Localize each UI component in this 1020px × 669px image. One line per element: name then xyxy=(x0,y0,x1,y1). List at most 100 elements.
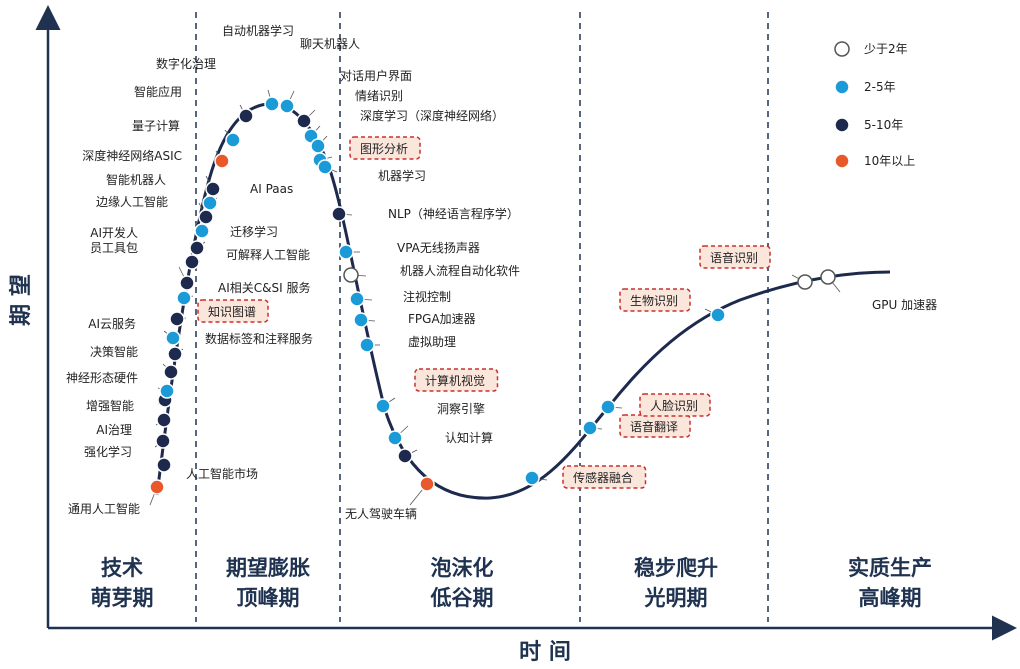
technology-label: 人工智能市场 xyxy=(186,466,258,481)
phase-label: 技术 萌芽期 xyxy=(91,556,154,610)
technology-label: 生物识别 xyxy=(630,294,678,308)
technology-marker xyxy=(194,223,210,239)
technology-item: 注视控制 xyxy=(349,289,451,307)
technology-item: FPGA加速器 xyxy=(353,312,476,328)
technology-marker xyxy=(198,209,214,225)
technology-marker xyxy=(397,448,413,464)
technology-label: AI云服务 xyxy=(88,316,136,331)
technology-label: 强化学习 xyxy=(84,444,132,459)
phase-label-line: 实质生产 xyxy=(848,556,932,580)
technology-item: 人脸识别 xyxy=(600,393,711,417)
technology-markers: 通用人工智能 人工智能市场 强化学习 AI治理 增强智能 神经形态硬件 决策智能 数据标签和注… xyxy=(66,23,937,521)
technology-item: 无人驾驶车辆 xyxy=(345,476,435,521)
technology-marker xyxy=(331,206,347,222)
technology-label: 虚拟助理 xyxy=(408,335,456,349)
technology-item: 神经形态硬件 xyxy=(66,371,175,399)
technology-marker xyxy=(524,470,540,486)
phase-label: 实质生产 高峰期 xyxy=(848,556,932,610)
technology-label: 智能机器人 xyxy=(106,172,166,187)
technology-item: 深度神经网络ASIC xyxy=(82,148,221,197)
legend-marker-gt10 xyxy=(834,153,850,169)
technology-marker xyxy=(156,457,172,473)
technology-label: 情绪识别 xyxy=(355,89,403,103)
technology-marker xyxy=(375,398,391,414)
technology-label: 决策智能 xyxy=(90,344,138,359)
technology-item: 知识图谱 xyxy=(169,299,269,327)
technology-marker xyxy=(179,275,195,291)
phase-label-line: 期望膨胀 xyxy=(226,556,310,580)
technology-label: 语音识别 xyxy=(710,250,758,265)
phase-label: 期望膨胀 顶峰期 xyxy=(226,556,310,610)
technology-label: AI Paas xyxy=(250,182,293,196)
legend-item: 2-5年 xyxy=(834,79,896,95)
technology-label: 机器学习 xyxy=(378,168,426,183)
technology-marker xyxy=(343,267,359,283)
technology-marker xyxy=(296,113,312,129)
highlight-box xyxy=(562,465,647,489)
technology-label: 无人驾驶车辆 xyxy=(345,506,417,521)
technology-item: 语音翻译 xyxy=(582,414,691,438)
technology-label: 可解释人工智能 xyxy=(226,247,310,262)
technology-item: 虚拟助理 xyxy=(359,335,456,353)
technology-item: 洞察引擎 xyxy=(387,401,485,446)
highlight-box xyxy=(414,368,499,392)
technology-item: AI云服务 xyxy=(88,316,181,346)
technology-marker xyxy=(155,433,171,449)
technology-label: VPA无线扬声器 xyxy=(397,240,480,255)
technology-item: NLP（神经语言程序学） xyxy=(331,206,519,222)
legend-label: 少于2年 xyxy=(864,42,908,56)
technology-label: AI相关C&SI 服务 xyxy=(218,280,310,295)
phase-label-line: 低谷期 xyxy=(430,586,494,610)
technology-marker xyxy=(176,290,192,306)
technology-item: 数据标签和注释服务 xyxy=(167,331,313,362)
technology-label: 图形分析 xyxy=(360,142,408,156)
technology-marker xyxy=(317,159,333,175)
technology-label: 语音翻译 xyxy=(630,419,678,434)
technology-marker xyxy=(149,479,165,495)
legend-label: 2-5年 xyxy=(864,80,896,94)
phase-label-line: 泡沫化 xyxy=(431,556,494,580)
highlight-box xyxy=(197,299,269,323)
technology-label: 增强智能 xyxy=(86,398,134,413)
phase-label: 稳步爬升 光明期 xyxy=(634,556,718,610)
legend-item: 5-10年 xyxy=(834,117,903,133)
technology-item: 机器人流程自动化软件 xyxy=(343,263,520,283)
technology-item: 智能应用 xyxy=(134,84,241,148)
legend-item: 10年以上 xyxy=(834,153,915,169)
phase-label-line: 高峰期 xyxy=(859,586,922,610)
technology-marker xyxy=(202,195,218,211)
technology-label: 知识图谱 xyxy=(208,305,256,319)
highlight-box xyxy=(639,393,711,417)
technology-item: 决策智能 xyxy=(90,344,179,380)
phase-label-line: 顶峰期 xyxy=(237,586,300,610)
technology-marker xyxy=(264,96,280,112)
phase-label-line: 技术 xyxy=(101,556,143,580)
technology-label: 神经形态硬件 xyxy=(66,371,138,385)
technology-label: 迁移学习 xyxy=(230,224,278,239)
technology-marker xyxy=(353,312,369,328)
technology-marker xyxy=(189,240,205,256)
phase-label-line: 稳步爬升 xyxy=(634,556,718,580)
technology-item: AI相关C&SI 服务 xyxy=(176,280,310,306)
y-axis-label: 期 望 xyxy=(9,274,34,326)
technology-label: 数字化治理 xyxy=(156,56,216,71)
legend-label: 10年以上 xyxy=(864,154,915,168)
technology-item: 迁移学习 xyxy=(189,224,278,256)
technology-item: GPU 加速器 xyxy=(820,269,937,312)
x-axis-label: 时 间 xyxy=(519,640,571,665)
technology-item: AI Paas xyxy=(202,182,293,211)
technology-item: 语音识别 xyxy=(699,245,813,290)
technology-marker xyxy=(338,244,354,260)
technology-label: 注视控制 xyxy=(403,289,451,304)
technology-item: 增强智能 xyxy=(86,392,173,413)
technology-item: 边缘人工智能 xyxy=(96,194,210,239)
legend-label: 5-10年 xyxy=(864,118,903,132)
technology-item: 生物识别 xyxy=(619,288,726,323)
technology-item: 人工智能市场 xyxy=(156,457,258,481)
technology-label: 智能应用 xyxy=(134,84,182,99)
technology-label: 数据标签和注释服务 xyxy=(205,331,313,346)
technology-label: 量子计算 xyxy=(132,118,180,133)
technology-marker xyxy=(582,420,598,436)
technology-marker xyxy=(159,383,175,399)
technology-item: 图形分析 xyxy=(312,136,421,168)
